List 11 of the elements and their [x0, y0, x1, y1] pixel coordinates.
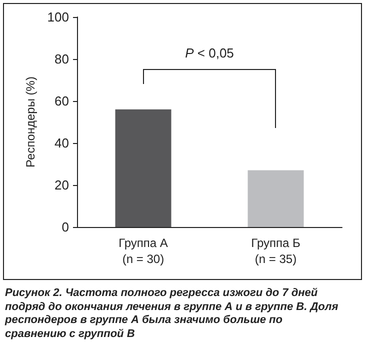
y-tick-label: 40 — [54, 136, 69, 150]
annotation: P < 0,05 — [185, 45, 234, 60]
y-tick-label: 20 — [54, 178, 69, 192]
text: Рисунок 2. Частота полного регресса изжоги до 7 дней подряд до окончания лечения в группе А и в группе В. Доля респондеров в группе А была значимо больше по сравнению с группой В — [5, 287, 340, 341]
x-tick-label: Группа А (n = 30) — [118, 236, 168, 266]
y-tick-label: 100 — [47, 10, 69, 24]
x-tick-label: Группа Б (n = 35) — [251, 236, 300, 266]
y-tick-label: 60 — [54, 94, 69, 108]
y-tick-label: 0 — [62, 220, 69, 234]
y-tick-label: 80 — [54, 52, 69, 66]
y-axis-title: Респондеры (%) — [23, 76, 38, 168]
